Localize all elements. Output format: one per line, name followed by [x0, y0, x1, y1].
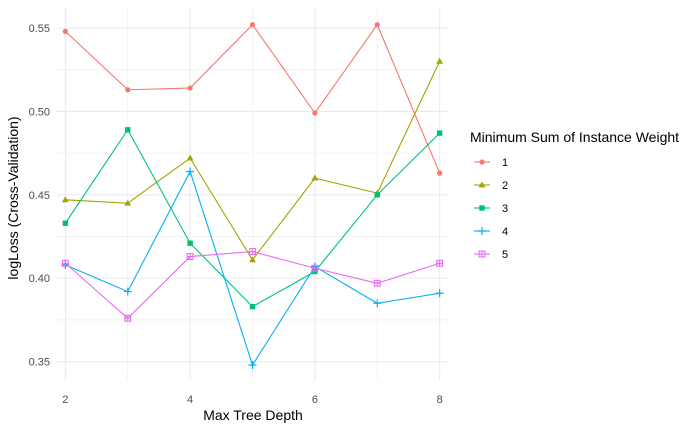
- data-point-series-1: [125, 87, 131, 93]
- data-point-series-4: [186, 167, 195, 176]
- data-point-series-2: [186, 154, 194, 161]
- data-point-series-4: [373, 299, 382, 308]
- x-tick-label: 2: [62, 394, 68, 406]
- data-point-series-1: [249, 22, 256, 28]
- data-point-series-3: [187, 240, 193, 246]
- legend-label: 4: [502, 226, 508, 238]
- y-tick-label: 0.35: [29, 357, 50, 369]
- legend-label: 3: [502, 203, 508, 215]
- y-tick-label: 0.55: [29, 23, 50, 35]
- data-point-series-4: [435, 289, 444, 298]
- legend-key-marker: [479, 205, 485, 211]
- data-point-series-2: [249, 256, 256, 263]
- data-point-series-3: [249, 303, 256, 310]
- legend-key-marker: [479, 159, 485, 165]
- legend-item-5: 5: [474, 249, 508, 261]
- data-point-series-4: [123, 287, 132, 296]
- data-point-series-5: [373, 279, 381, 287]
- data-point-series-1: [312, 110, 318, 116]
- legend-item-1: 1: [474, 157, 508, 169]
- data-point-series-3: [374, 192, 380, 198]
- y-axis-ticks: 0.35 0.40 0.45 0.50 0.55: [29, 23, 50, 369]
- legend-label: 1: [502, 157, 508, 169]
- data-point-series-2: [124, 199, 132, 206]
- x-tick-label: 8: [437, 394, 443, 406]
- legend-label: 5: [502, 249, 508, 261]
- data-point-series-5: [436, 259, 444, 267]
- data-point-series-5: [186, 253, 194, 261]
- series-markers: [61, 22, 444, 369]
- data-point-series-2: [61, 196, 69, 203]
- data-point-series-4: [248, 360, 257, 369]
- legend-item-2: 2: [474, 180, 508, 192]
- legend: Minimum Sum of Instance Weight 1 2 3 4 5: [470, 129, 679, 261]
- data-point-series-1: [374, 22, 380, 28]
- legend-items: 1 2 3 4 5: [474, 157, 508, 261]
- data-point-series-2: [311, 174, 319, 181]
- data-point-series-5: [61, 259, 69, 267]
- y-tick-label: 0.45: [29, 190, 50, 202]
- y-axis-title: logLoss (Cross-Validation): [5, 116, 21, 279]
- data-point-series-1: [62, 28, 68, 34]
- legend-title: Minimum Sum of Instance Weight: [470, 129, 679, 145]
- data-point-series-3: [62, 220, 69, 226]
- legend-item-4: 4: [474, 226, 508, 238]
- legend-key-marker: [478, 250, 486, 258]
- data-point-series-5: [124, 314, 132, 322]
- data-point-series-5: [249, 248, 256, 256]
- data-point-series-2: [436, 57, 444, 64]
- data-point-series-3: [125, 127, 131, 133]
- legend-label: 2: [502, 180, 508, 192]
- legend-item-3: 3: [474, 203, 508, 215]
- data-point-series-1: [187, 85, 193, 91]
- data-point-series-1: [437, 170, 443, 176]
- y-tick-label: 0.40: [29, 273, 50, 285]
- data-point-series-3: [436, 130, 443, 136]
- legend-key-marker: [478, 181, 486, 188]
- x-tick-label: 4: [187, 394, 193, 406]
- y-tick-label: 0.50: [29, 106, 50, 118]
- grid: [56, 8, 449, 380]
- x-tick-label: 6: [312, 394, 318, 406]
- x-axis-ticks: 2 4 6 8: [62, 394, 442, 406]
- legend-key-marker: [478, 227, 486, 235]
- x-axis-title: Max Tree Depth: [203, 407, 303, 423]
- data-point-series-5: [311, 264, 319, 272]
